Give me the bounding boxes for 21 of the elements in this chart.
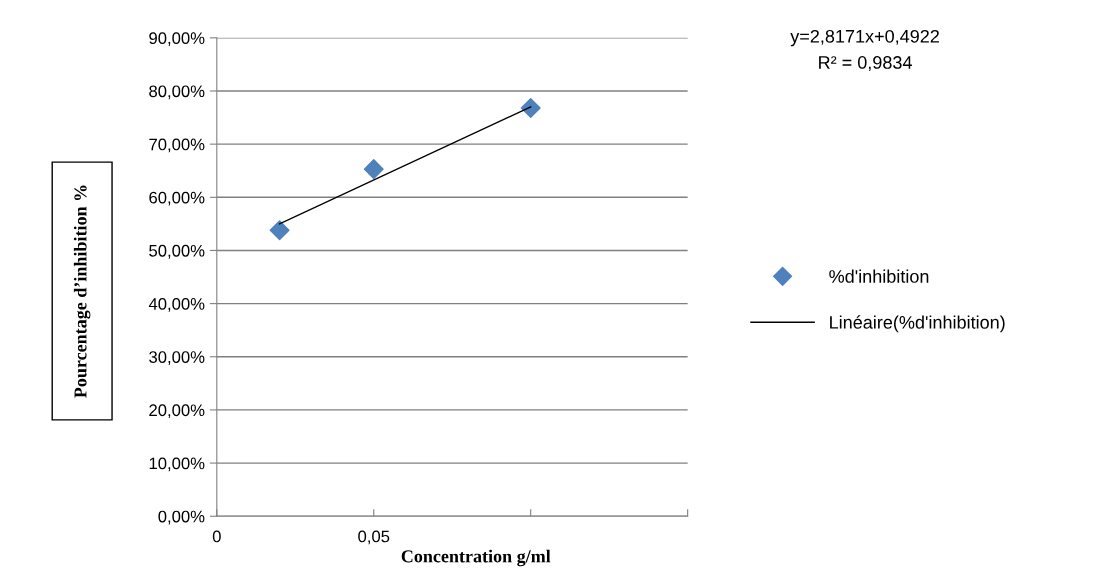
legend-label: %d'inhibition	[829, 269, 929, 283]
point	[363, 159, 384, 180]
y-tick-label: 20,00%	[149, 404, 205, 419]
x-tick-label: 0,05	[358, 530, 390, 545]
x-tick-label: 0	[212, 530, 221, 543]
legend-label: Linéaire(%d'inhibition)	[830, 315, 1005, 333]
point	[269, 220, 290, 241]
text: R² = 0,9834	[819, 56, 912, 71]
y-tick-label: 0,00%	[158, 510, 205, 525]
point	[520, 97, 541, 119]
y-tick-label: 90,00%	[149, 32, 205, 46]
y-tick-label: 70,00%	[149, 138, 205, 153]
y-tick-label: 10,00%	[149, 457, 205, 472]
y-tick-label: 30,00%	[149, 351, 205, 365]
y-tick-label: 40,00%	[148, 298, 205, 312]
y-tick-label: 50,00%	[149, 244, 205, 259]
y-tick-label: 80,00%	[149, 85, 205, 100]
y-axis-title: Pourcentage d’inhibition %	[73, 185, 91, 398]
y-tick-label: 60,00%	[149, 191, 205, 206]
text: y=2,8171x+0,4922	[790, 29, 939, 47]
x-axis-title: Concentration g/ml	[401, 549, 551, 567]
